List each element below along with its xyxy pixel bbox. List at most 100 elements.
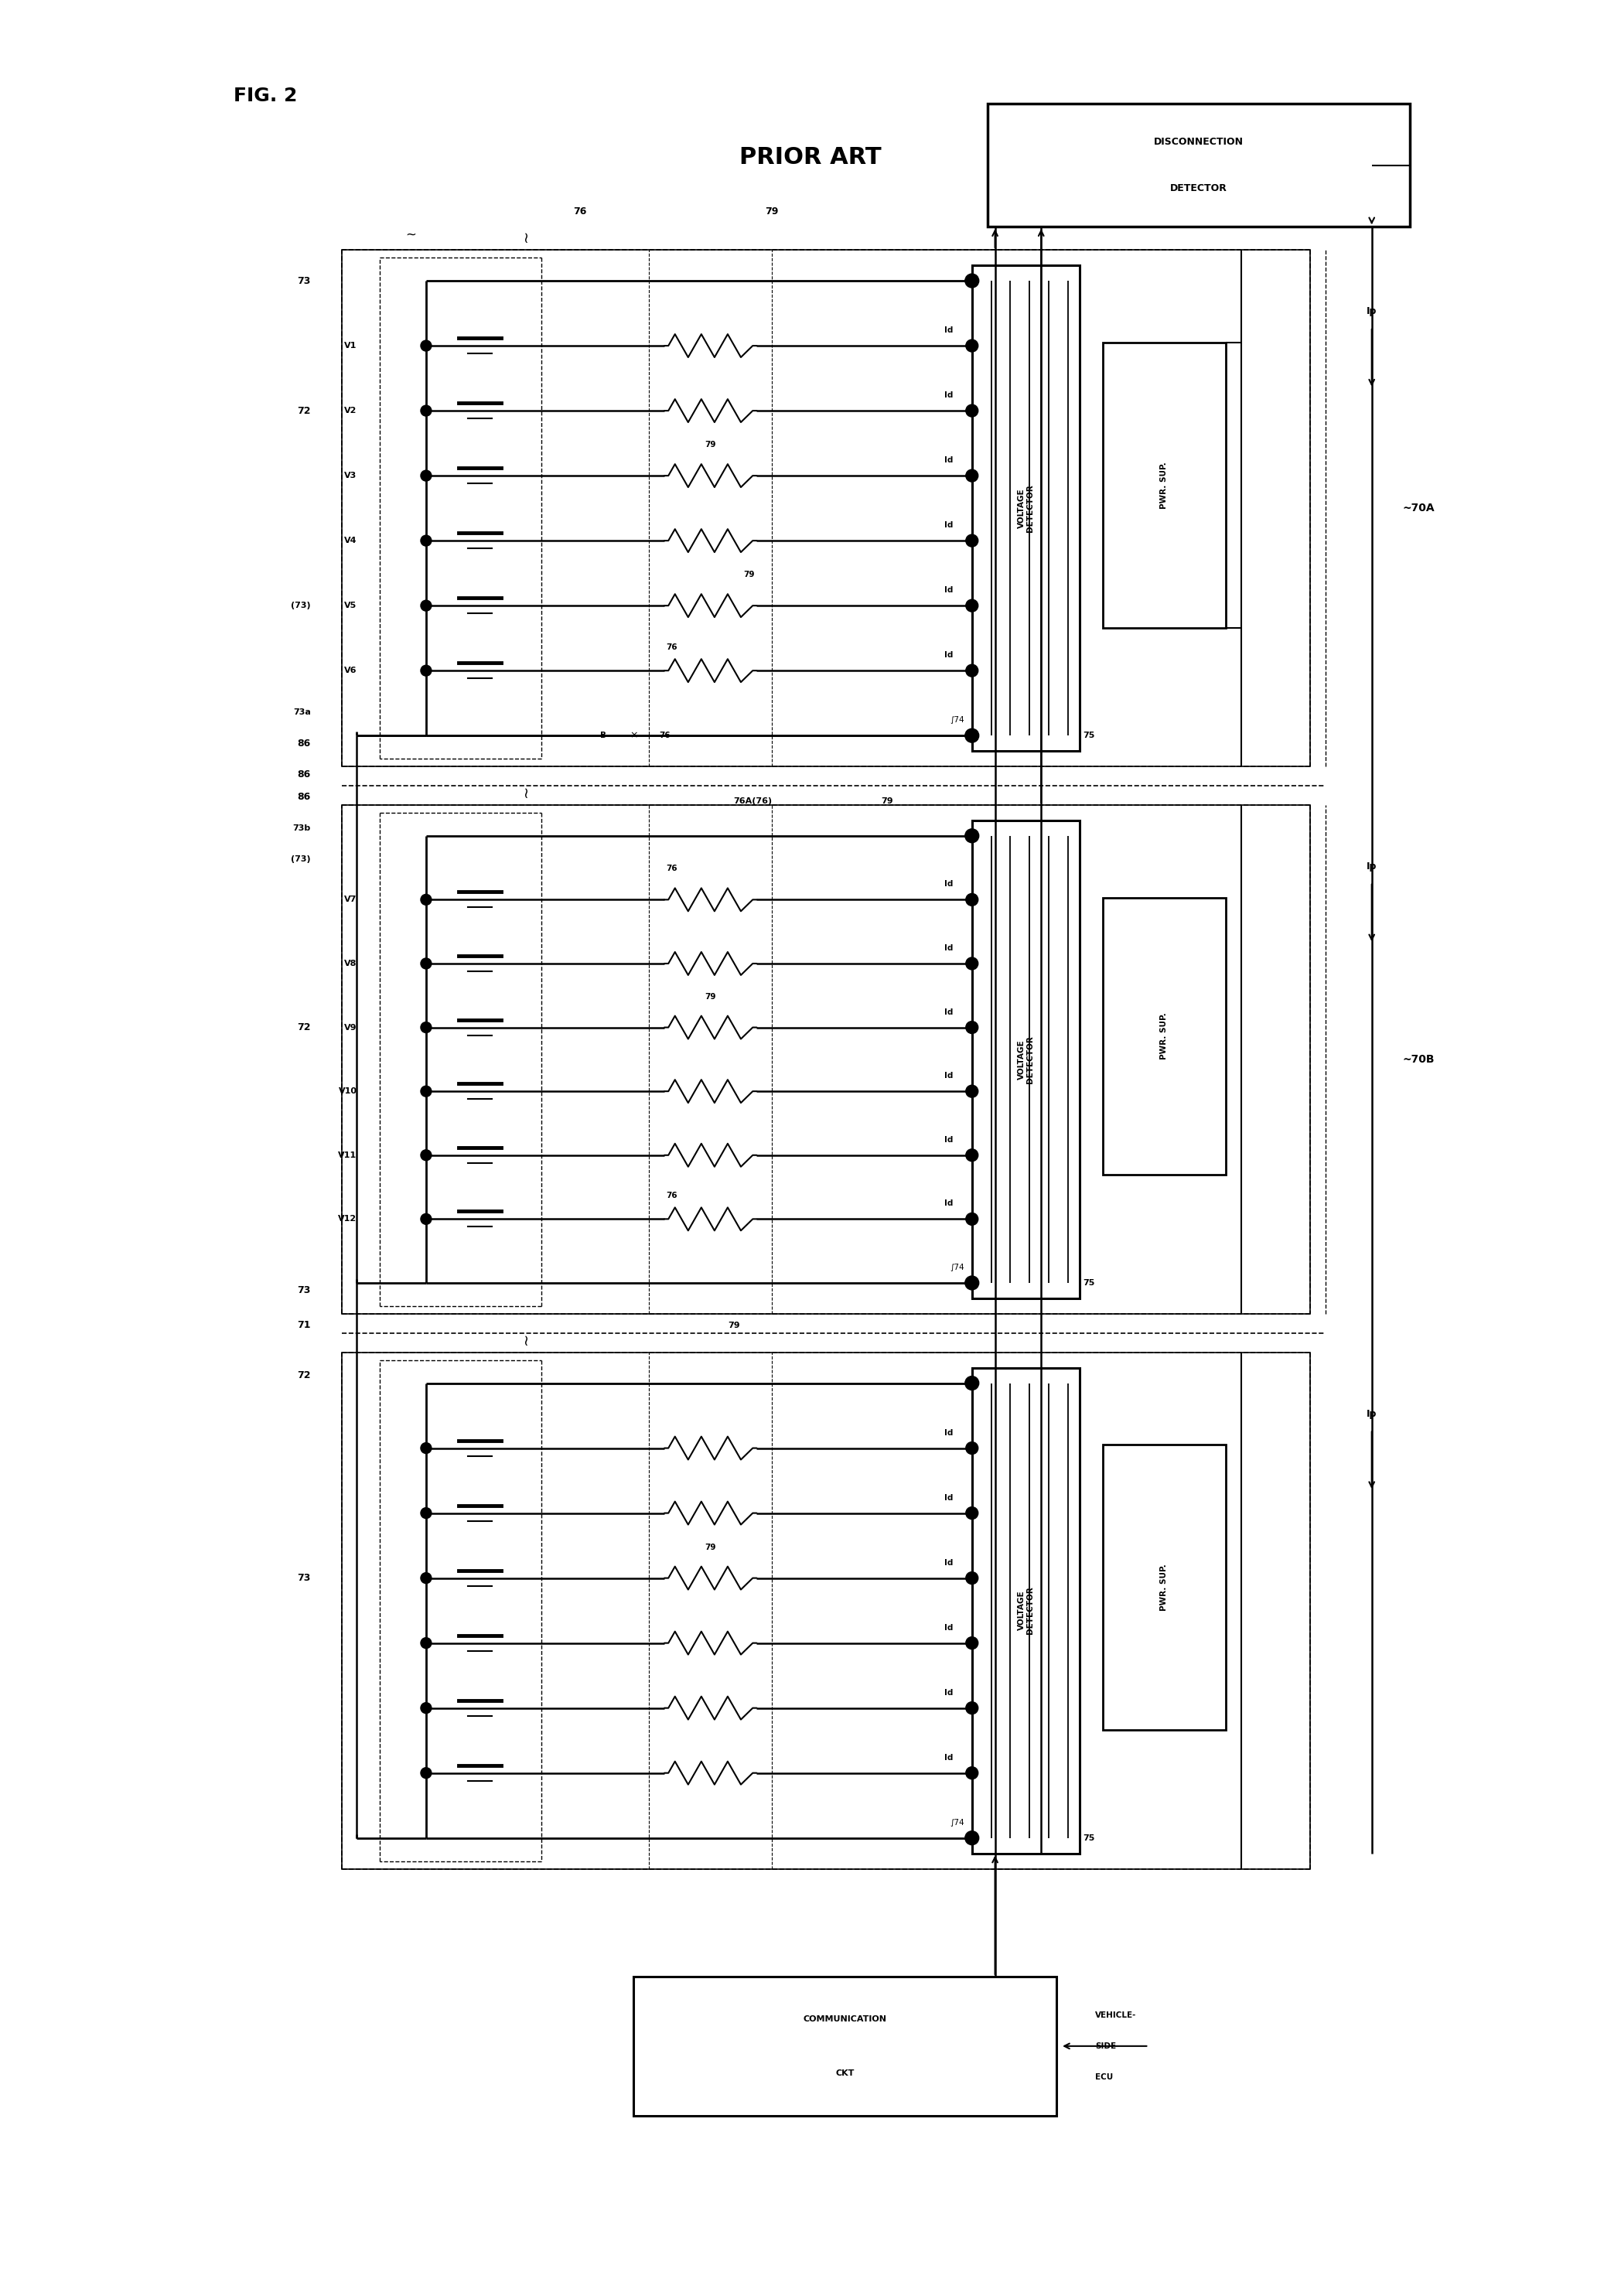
Text: 73: 73 — [297, 276, 311, 285]
Text: 72: 72 — [297, 1371, 311, 1380]
Circle shape — [966, 1701, 977, 1715]
Text: Ip: Ip — [1367, 1410, 1376, 1419]
Circle shape — [421, 957, 431, 969]
Circle shape — [966, 664, 977, 677]
Circle shape — [966, 957, 977, 969]
Bar — [342, 1352, 1310, 1869]
Text: PWR. SUP.: PWR. SUP. — [1161, 1564, 1169, 1612]
Circle shape — [421, 1508, 431, 1518]
Text: 76: 76 — [658, 732, 669, 739]
Circle shape — [421, 406, 431, 416]
Text: COMMUNICATION: COMMUNICATION — [804, 2016, 887, 2023]
Text: ECU: ECU — [1094, 2073, 1114, 2080]
Circle shape — [964, 728, 979, 742]
Text: V5: V5 — [344, 602, 357, 608]
Circle shape — [966, 1442, 977, 1453]
Text: Id: Id — [945, 1623, 953, 1632]
Text: Id: Id — [945, 879, 953, 889]
Text: Id: Id — [945, 1008, 953, 1015]
Bar — [634, 1977, 1057, 2115]
Text: B: B — [600, 732, 606, 739]
Text: Id: Id — [945, 944, 953, 953]
Text: Id: Id — [945, 1201, 953, 1208]
Text: Id: Id — [945, 390, 953, 400]
Text: Id: Id — [945, 1072, 953, 1079]
Text: ~: ~ — [405, 227, 417, 241]
Text: FIG. 2: FIG. 2 — [233, 87, 298, 106]
Text: VEHICLE-: VEHICLE- — [1094, 2011, 1136, 2018]
Text: 73: 73 — [297, 1286, 311, 1295]
Circle shape — [421, 340, 431, 351]
Text: Id: Id — [945, 1137, 953, 1143]
Text: ~: ~ — [519, 230, 533, 241]
Text: Id: Id — [945, 1754, 953, 1761]
Text: 76: 76 — [666, 1192, 678, 1201]
Text: Id: Id — [945, 326, 953, 335]
Text: 79: 79 — [882, 797, 893, 806]
Text: 73a: 73a — [293, 709, 311, 716]
Text: 75: 75 — [1083, 732, 1094, 739]
Circle shape — [421, 599, 431, 611]
Circle shape — [966, 340, 977, 351]
Text: ∫74: ∫74 — [950, 716, 964, 723]
Text: 79: 79 — [728, 1322, 739, 1329]
Text: V3: V3 — [344, 471, 357, 480]
Circle shape — [421, 1022, 431, 1033]
Text: PWR. SUP.: PWR. SUP. — [1161, 1013, 1169, 1061]
Text: Id: Id — [945, 652, 953, 659]
Circle shape — [421, 535, 431, 546]
Text: V8: V8 — [344, 960, 357, 967]
Text: ~: ~ — [519, 785, 533, 797]
Text: 71: 71 — [297, 1320, 311, 1329]
Text: (73): (73) — [290, 854, 311, 863]
Circle shape — [421, 1704, 431, 1713]
Circle shape — [966, 1637, 977, 1649]
Circle shape — [966, 599, 977, 611]
Circle shape — [964, 273, 979, 287]
Bar — [1102, 1444, 1225, 1729]
Circle shape — [421, 1215, 431, 1224]
Text: Id: Id — [945, 1690, 953, 1697]
Text: ∫74: ∫74 — [950, 1818, 964, 1825]
Text: ~70A: ~70A — [1402, 503, 1435, 514]
Bar — [342, 806, 1310, 1313]
Circle shape — [421, 1442, 431, 1453]
Text: VOLTAGE
DETECTOR: VOLTAGE DETECTOR — [1018, 484, 1034, 533]
Text: Id: Id — [945, 1495, 953, 1502]
Text: 75: 75 — [1083, 1279, 1094, 1286]
Text: 79: 79 — [705, 992, 716, 1001]
Text: V4: V4 — [344, 537, 357, 544]
Text: 72: 72 — [297, 406, 311, 416]
Text: CKT: CKT — [836, 2069, 854, 2078]
Text: Id: Id — [945, 585, 953, 595]
Circle shape — [421, 893, 431, 905]
Circle shape — [964, 829, 979, 843]
Circle shape — [421, 471, 431, 482]
Circle shape — [966, 1212, 977, 1226]
Circle shape — [966, 1573, 977, 1584]
Text: SIDE: SIDE — [1094, 2041, 1115, 2050]
Text: 73: 73 — [297, 1573, 311, 1582]
Text: 79: 79 — [705, 1543, 716, 1552]
Circle shape — [966, 468, 977, 482]
Circle shape — [421, 1086, 431, 1097]
Text: V12: V12 — [339, 1215, 357, 1224]
Text: VOLTAGE
DETECTOR: VOLTAGE DETECTOR — [1018, 1035, 1034, 1084]
Text: V11: V11 — [339, 1150, 357, 1159]
Text: ×: × — [629, 730, 637, 742]
Text: Id: Id — [945, 1428, 953, 1437]
Text: V10: V10 — [339, 1088, 357, 1095]
Text: 79: 79 — [765, 207, 778, 216]
Circle shape — [421, 666, 431, 675]
Bar — [973, 820, 1080, 1297]
Text: 79: 79 — [705, 441, 716, 448]
Text: 76: 76 — [666, 866, 678, 872]
Circle shape — [966, 893, 977, 907]
Text: V2: V2 — [344, 406, 357, 416]
Text: PRIOR ART: PRIOR ART — [739, 147, 882, 168]
Bar — [1102, 898, 1225, 1176]
Circle shape — [421, 1637, 431, 1649]
Text: V6: V6 — [344, 666, 357, 675]
Circle shape — [966, 1506, 977, 1520]
Text: ∫74: ∫74 — [950, 1263, 964, 1272]
